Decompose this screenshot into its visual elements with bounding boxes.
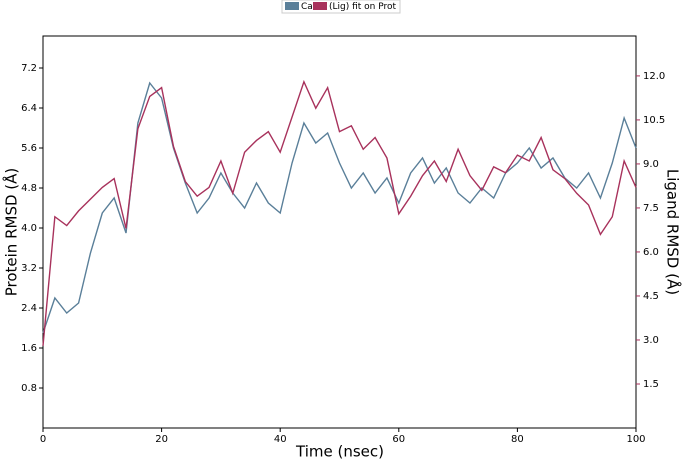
legend-label: Ca (301, 2, 313, 12)
x-tick-label: 60 (392, 434, 405, 445)
y2-tick-label: 9.0 (643, 159, 659, 170)
y2-tick-label: 12.0 (643, 71, 665, 82)
x-axis-label: Time (nsec) (295, 443, 384, 461)
legend-label: (Lig) fit on Prot (329, 2, 397, 12)
x-tick-label: 20 (155, 434, 168, 445)
y2-tick-label: 4.5 (643, 291, 659, 302)
y-tick-label: 5.6 (21, 143, 37, 154)
plot-frame (42, 35, 637, 429)
y2-tick-label: 6.0 (643, 247, 659, 258)
y-axis-label: Protein RMSD (Å) (2, 168, 21, 297)
x-tick-label: 80 (511, 434, 524, 445)
y2-tick-label: 10.5 (643, 115, 665, 126)
y2-tick-label: 7.5 (643, 203, 659, 214)
y-tick-label: 1.6 (21, 343, 37, 354)
y2-axis-label: Ligand RMSD (Å) (664, 169, 683, 295)
y2-tick-label: 1.5 (643, 379, 659, 390)
data-line (42, 81, 637, 334)
y-tick-label: 6.4 (21, 103, 37, 114)
y-tick-label: 2.4 (21, 303, 37, 314)
data-line (42, 79, 637, 346)
y-tick-label: 7.2 (21, 63, 37, 74)
x-tick-label: 40 (274, 434, 287, 445)
y-tick-label: 3.2 (21, 263, 37, 274)
x-tick-label: 100 (626, 434, 645, 445)
legend-box (281, 0, 401, 14)
legend-swatch (313, 2, 327, 10)
y2-tick-label: 3.0 (643, 335, 659, 346)
y-tick-label: 0.8 (21, 383, 37, 394)
y-tick-label: 4.8 (21, 183, 37, 194)
y-tick-label: 4.0 (21, 223, 37, 234)
legend-swatch (285, 2, 299, 10)
x-tick-label: 0 (40, 434, 46, 445)
